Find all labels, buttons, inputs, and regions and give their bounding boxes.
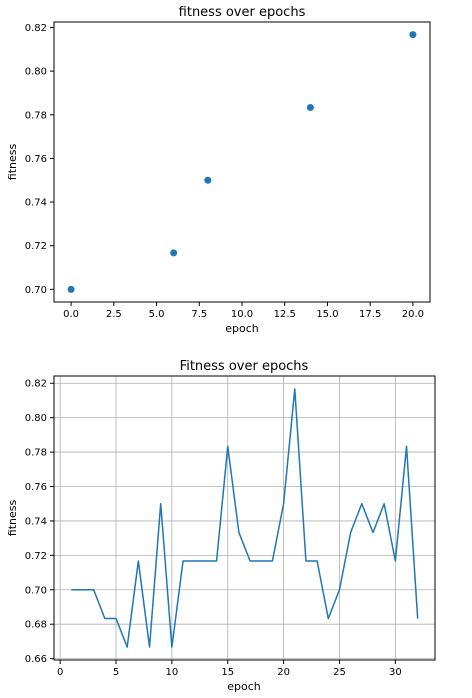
x-axis-label: epoch: [225, 322, 259, 335]
y-tick-label: 0.82: [25, 23, 47, 34]
y-tick-label: 0.78: [25, 448, 47, 459]
y-tick-label: 0.76: [25, 154, 47, 165]
y-tick-label: 0.80: [25, 67, 47, 78]
x-tick-label: 20.0: [402, 309, 424, 320]
data-point: [204, 176, 212, 184]
fitness-series-line: [71, 388, 419, 648]
x-tick-label: 12.5: [274, 309, 296, 320]
line-chart: 0 5 10 15 20 25 30 0.66 0.68 0.70 0.72 0.74 0.76 0.7…: [6, 359, 436, 693]
data-point: [409, 31, 417, 39]
x-tick-label: 17.5: [359, 309, 381, 320]
x-tick-label: 10.0: [231, 309, 253, 320]
x-tick-label: 20: [277, 667, 290, 678]
x-tick-label: 7.5: [191, 309, 207, 320]
x-tick-label: 0.0: [63, 309, 79, 320]
chart-title: fitness over epochs: [179, 5, 306, 20]
y-tick-label: 0.74: [25, 516, 47, 527]
x-tick-label: 30: [389, 667, 402, 678]
scatter-chart: 0.0 2.5 5.0 7.5 10.0 12.5 15.0 17.5 20.0 0.70 0.7…: [6, 5, 431, 335]
data-point: [67, 285, 75, 293]
y-tick-label: 0.78: [25, 110, 47, 121]
x-tick-label: 5: [113, 667, 119, 678]
y-tick-label: 0.72: [25, 241, 47, 252]
y-tick-label: 0.74: [25, 198, 47, 209]
x-tick-label: 2.5: [106, 309, 122, 320]
y-tick-label: 0.80: [25, 413, 47, 424]
y-tick-label: 0.70: [25, 285, 47, 296]
y-tick-label: 0.76: [25, 482, 47, 493]
x-tick-label: 25: [333, 667, 346, 678]
chart-title: Fitness over epochs: [180, 359, 309, 374]
x-tick-label: 10: [166, 667, 179, 678]
y-tick-label: 0.72: [25, 551, 47, 562]
data-point: [170, 249, 178, 257]
y-axis-label: fitness: [6, 500, 19, 537]
x-tick-label: 0: [57, 667, 63, 678]
y-tick-label: 0.66: [25, 654, 47, 665]
x-tick-label: 5.0: [149, 309, 165, 320]
x-tick-label: 15: [221, 667, 234, 678]
plot-frame: [53, 375, 436, 661]
y-tick-label: 0.82: [25, 379, 47, 390]
x-axis-label: epoch: [227, 680, 261, 693]
y-tick-label: 0.70: [25, 585, 47, 596]
y-tick-label: 0.68: [25, 620, 47, 631]
data-point: [306, 104, 314, 112]
x-tick-label: 15.0: [316, 309, 338, 320]
y-axis-label: fitness: [6, 144, 19, 181]
